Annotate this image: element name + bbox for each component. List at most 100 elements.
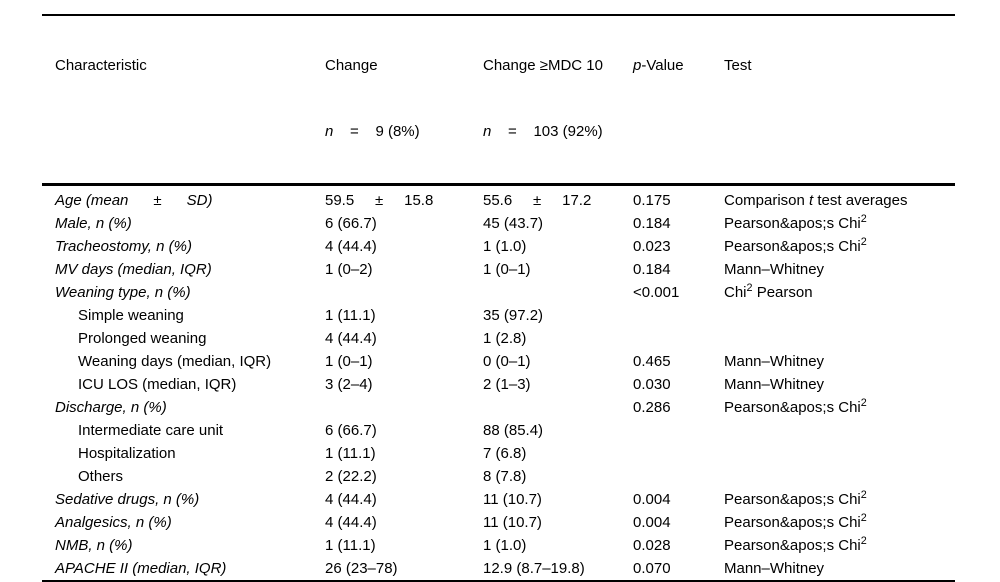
table-row: APACHE II (median, IQR) 26 (23–78) 12.9 … [42, 557, 955, 581]
cell-test: Pearson&apos;s Chi2 [724, 236, 867, 255]
table-row: Prolonged weaning 4 (44.4) 1 (2.8) [42, 327, 955, 350]
cell-p-value: 0.023 [633, 238, 671, 255]
cell-characteristic: APACHE II (median, IQR) [55, 560, 227, 577]
cell-change: 4 (44.4) [325, 238, 377, 255]
cell-test: Mann–Whitney [724, 376, 825, 393]
table-row: Intermediate care unit 6 (66.7) 88 (85.4… [42, 419, 955, 442]
cell-change-mdc: 1 (1.0) [483, 537, 527, 554]
table-header: Characteristic Change n = 9 (8%) Change … [42, 15, 955, 186]
cell-test: Comparison t test averages [724, 192, 908, 209]
cell-characteristic: MV days (median, IQR) [55, 261, 212, 278]
cell-p-value [633, 304, 724, 327]
cell-test: Mann–Whitney [724, 560, 825, 577]
cell-characteristic: Intermediate care unit [78, 422, 224, 439]
table-row: Discharge, n (%) 0.286 Pearson&apos;s Ch… [42, 396, 955, 419]
cell-change-mdc: 45 (43.7) [483, 215, 544, 232]
cell-characteristic: Weaning days (median, IQR) [78, 353, 272, 370]
table-row: Tracheostomy, n (%) 4 (44.4) 1 (1.0) 0.0… [42, 235, 955, 258]
cell-change-mdc: 8 (7.8) [483, 468, 527, 485]
header-change-mdc-n: n = 103 (92%) [483, 123, 603, 140]
cell-characteristic: Others [78, 468, 124, 485]
header-change-label: Change [325, 57, 378, 74]
cell-p-value: 0.175 [633, 192, 671, 209]
cell-test [724, 304, 955, 327]
table-row: ICU LOS (median, IQR) 3 (2–4) 2 (1–3) 0.… [42, 373, 955, 396]
cell-change-mdc: 2 (1–3) [483, 376, 531, 393]
cell-characteristic: Sedative drugs, n (%) [55, 491, 200, 508]
cell-change: 6 (66.7) [325, 422, 377, 439]
cell-change: 1 (11.1) [325, 445, 376, 462]
cell-p-value: 0.004 [633, 491, 671, 508]
cell-test [724, 419, 955, 442]
table-row: Male, n (%) 6 (66.7) 45 (43.7) 0.184 Pea… [42, 212, 955, 235]
cell-p-value [633, 442, 724, 465]
cell-change: 4 (44.4) [325, 514, 377, 531]
cell-change [325, 396, 483, 419]
cell-characteristic: ICU LOS (median, IQR) [78, 376, 237, 393]
cell-change-mdc: 1 (0–1) [483, 261, 531, 278]
cell-characteristic: Weaning type, n (%) [55, 284, 191, 301]
table-row: MV days (median, IQR) 1 (0–2) 1 (0–1) 0.… [42, 258, 955, 281]
cell-test [724, 465, 955, 488]
cell-p-value: 0.465 [633, 353, 671, 370]
cell-change-mdc: 11 (10.7) [483, 514, 542, 531]
header-characteristic-label: Characteristic [55, 57, 147, 74]
col-header-p-value: p-Value [633, 15, 724, 186]
cell-test: Pearson&apos;s Chi2 [724, 489, 867, 508]
cell-change-mdc: 7 (6.8) [483, 445, 527, 462]
cell-characteristic: Prolonged weaning [78, 330, 207, 347]
cell-characteristic: Male, n (%) [55, 215, 132, 232]
cell-p-value: 0.286 [633, 399, 671, 416]
cell-test: Pearson&apos;s Chi2 [724, 512, 867, 531]
table-row: Analgesics, n (%) 4 (44.4) 11 (10.7) 0.0… [42, 511, 955, 534]
cell-test: Pearson&apos;s Chi2 [724, 535, 867, 554]
cell-change [325, 281, 483, 304]
cell-test [724, 442, 955, 465]
table-row: Sedative drugs, n (%) 4 (44.4) 11 (10.7)… [42, 488, 955, 511]
table-row: Weaning type, n (%) <0.001 Chi2 Pearson [42, 281, 955, 304]
cell-change-mdc [483, 396, 633, 419]
cell-change: 1 (11.1) [325, 307, 376, 324]
cell-change-mdc: 0 (0–1) [483, 353, 531, 370]
cell-change-mdc: 12.9 (8.7–19.8) [483, 560, 585, 577]
cell-p-value: 0.184 [633, 261, 671, 278]
table-body: Age (mean ± SD) 59.5 ± 15.8 55.6 ± 17.2 … [42, 185, 955, 582]
table-row: Weaning days (median, IQR) 1 (0–1) 0 (0–… [42, 350, 955, 373]
cell-change-mdc [483, 281, 633, 304]
table-row: Simple weaning 1 (11.1) 35 (97.2) [42, 304, 955, 327]
header-change-n: n = 9 (8%) [325, 123, 420, 140]
cell-characteristic: Hospitalization [78, 445, 176, 462]
cell-test: Mann–Whitney [724, 261, 825, 278]
cell-characteristic: NMB, n (%) [55, 537, 133, 554]
cell-change: 1 (0–1) [325, 353, 373, 370]
cell-p-value: <0.001 [633, 284, 680, 301]
cell-p-value [633, 465, 724, 488]
cell-characteristic: Tracheostomy, n (%) [55, 238, 192, 255]
cell-change-mdc: 11 (10.7) [483, 491, 542, 508]
cell-p-value [633, 327, 724, 350]
table-row: NMB, n (%) 1 (11.1) 1 (1.0) 0.028 Pearso… [42, 534, 955, 557]
cell-change-mdc: 1 (1.0) [483, 238, 527, 255]
cell-change-mdc: 55.6 ± 17.2 [483, 192, 592, 209]
cell-p-value: 0.070 [633, 560, 671, 577]
col-header-change-mdc: Change ≥MDC 10 n = 103 (92%) [483, 15, 633, 186]
cell-change: 26 (23–78) [325, 560, 398, 577]
cell-test: Pearson&apos;s Chi2 [724, 213, 867, 232]
header-row: Characteristic Change n = 9 (8%) Change … [42, 15, 955, 186]
cell-test: Chi2 Pearson [724, 282, 813, 301]
cell-change-mdc: 35 (97.2) [483, 307, 544, 324]
cell-p-value [633, 419, 724, 442]
characteristics-table: Characteristic Change n = 9 (8%) Change … [42, 14, 955, 582]
cell-change-mdc: 1 (2.8) [483, 330, 527, 347]
cell-change: 4 (44.4) [325, 491, 377, 508]
cell-change: 59.5 ± 15.8 [325, 192, 434, 209]
cell-test: Pearson&apos;s Chi2 [724, 397, 867, 416]
page: Characteristic Change n = 9 (8%) Change … [42, 14, 955, 582]
cell-test: Mann–Whitney [724, 353, 825, 370]
cell-change-mdc: 88 (85.4) [483, 422, 544, 439]
col-header-test: Test [724, 15, 955, 186]
cell-characteristic: Simple weaning [78, 307, 184, 324]
cell-change: 4 (44.4) [325, 330, 377, 347]
cell-p-value: 0.004 [633, 514, 671, 531]
cell-change: 3 (2–4) [325, 376, 373, 393]
